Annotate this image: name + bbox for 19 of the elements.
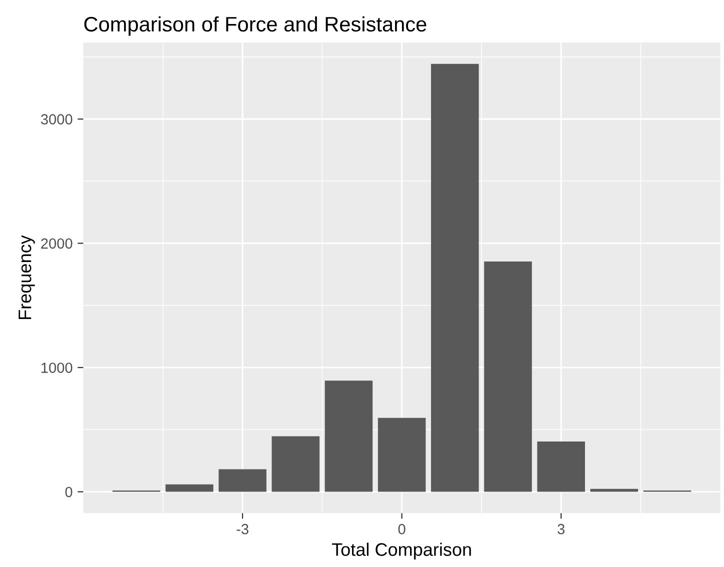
bar [166, 484, 214, 492]
bar [484, 262, 532, 492]
bar [590, 488, 638, 492]
bar [272, 436, 320, 492]
bar [431, 64, 479, 492]
x-tick-label: -3 [236, 524, 248, 534]
chart-title: Comparison of Force and Resistance [84, 16, 426, 36]
bar [378, 418, 426, 492]
y-tick-label: 1000 [42, 362, 72, 373]
x-axis-title: Total Comparison [332, 542, 471, 560]
x-tick-label: 3 [558, 524, 565, 534]
y-tick-label: 3000 [40, 114, 72, 124]
y-tick-label: 2000 [41, 238, 72, 249]
bar [218, 469, 266, 492]
x-tick-label: 0 [398, 524, 406, 534]
y-tick-label: 0 [65, 486, 72, 498]
y-axis-title: Frequency [18, 235, 35, 319]
bar [324, 380, 373, 492]
bar [537, 441, 585, 492]
